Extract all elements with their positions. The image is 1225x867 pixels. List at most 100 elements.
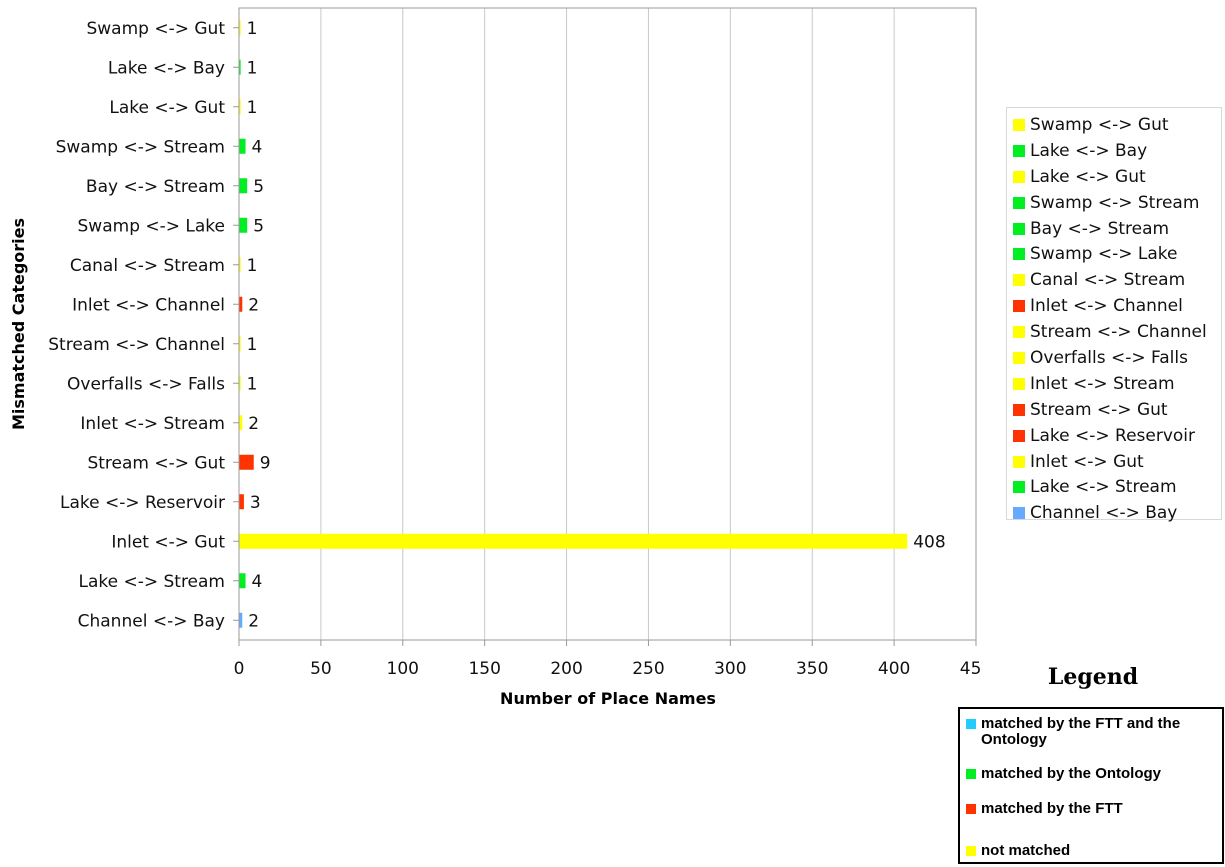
category-label: Stream <-> Channel (48, 335, 225, 355)
category-label: Swamp <-> Gut (86, 19, 225, 39)
x-tick-label: 150 (468, 659, 500, 679)
data-label: 1 (247, 58, 258, 78)
legend-swatch (1013, 481, 1025, 494)
category-label: Lake <-> Reservoir (60, 493, 225, 513)
key-label: not matched (981, 842, 1071, 859)
category-label: Inlet <-> Stream (80, 414, 225, 434)
data-label: 1 (247, 335, 258, 355)
bar-chart: 0 50 100 150 200 250 300 350 400 450 Swamp <-> Gut… (9, 7, 980, 708)
bar (239, 99, 241, 115)
bar (239, 178, 248, 194)
legend-swatch (1013, 351, 1025, 364)
key-entry: matched by the FTT (966, 801, 1221, 817)
category-label: Bay <-> Stream (86, 177, 225, 197)
legend-swatch (1013, 196, 1025, 209)
bar (239, 217, 248, 233)
legend-entry: Inlet <-> Gut (1013, 449, 1221, 475)
data-label: 408 (913, 532, 945, 552)
bar (239, 20, 241, 36)
category-label: Overfalls <-> Falls (67, 374, 225, 394)
key-entry: not matched (966, 843, 1221, 859)
data-label: 2 (248, 295, 259, 315)
category-legend: Swamp <-> Gut Lake <-> Bay Lake <-> Gut Swa… (1006, 107, 1222, 523)
data-label: 4 (252, 137, 263, 157)
plot-frame (238, 7, 977, 641)
legend-label: Inlet <-> Stream (1030, 373, 1175, 394)
legend-swatch (1013, 429, 1025, 442)
x-tick-label: 450 (960, 659, 980, 679)
axes (233, 7, 977, 646)
x-tick-label: 400 (878, 659, 910, 679)
legend-label: Lake <-> Reservoir (1030, 425, 1196, 446)
legend-label: Swamp <-> Lake (1030, 244, 1178, 265)
legend-label: Inlet <-> Channel (1030, 296, 1183, 317)
key-entry: matched by the FTT and the Ontology (966, 716, 1221, 748)
legend-swatch (1013, 300, 1025, 313)
legend-entry: Lake <-> Bay (1013, 138, 1221, 164)
legend-label: Swamp <-> Gut (1030, 114, 1169, 135)
legend-swatch (1013, 403, 1025, 416)
legend-swatch (1013, 507, 1025, 520)
data-label: 4 (252, 572, 263, 592)
key-entry: matched by the Ontology (966, 766, 1221, 782)
legend-swatch (1013, 377, 1025, 390)
legend-label: Lake <-> Gut (1030, 166, 1146, 187)
data-label: 1 (247, 374, 258, 394)
legend-entry: Channel <-> Bay (1013, 500, 1221, 526)
data-label: 5 (253, 177, 264, 197)
legend-label: Canal <-> Stream (1030, 270, 1186, 291)
bar (239, 415, 243, 431)
legend-swatch (1013, 170, 1025, 183)
legend-entry: Lake <-> Stream (1013, 474, 1221, 500)
legend-entry: Swamp <-> Gut (1013, 112, 1221, 138)
legend-swatch (1013, 222, 1025, 235)
x-tick-label: 200 (550, 659, 582, 679)
key-label: matched by the Ontology (981, 765, 1162, 782)
bar (239, 59, 241, 75)
data-label: 1 (247, 98, 258, 118)
key-swatch (966, 769, 976, 779)
category-label: Inlet <-> Channel (72, 295, 225, 315)
category-label: Stream <-> Gut (87, 453, 225, 473)
legend-entry: Inlet <-> Stream (1013, 371, 1221, 397)
y-axis-title: Mismatched Categories (9, 218, 28, 430)
bar (239, 573, 246, 589)
data-label: 5 (253, 216, 264, 236)
x-tick-label: 250 (632, 659, 664, 679)
legend-label: Overfalls <-> Falls (1030, 347, 1188, 368)
legend-entry: Lake <-> Gut (1013, 164, 1221, 190)
legend-label: Lake <-> Bay (1030, 140, 1148, 161)
bar (239, 494, 244, 510)
category-label: Lake <-> Bay (108, 58, 225, 78)
key-title: Legend (1047, 664, 1139, 690)
data-label: 1 (247, 256, 258, 276)
bar (239, 257, 241, 273)
key-label: matched by the FTT and the Ontology (981, 715, 1181, 748)
legend-swatch (1013, 144, 1025, 157)
key-swatch (966, 719, 976, 729)
bar (239, 612, 243, 628)
key-label: matched by the FTT (981, 800, 1123, 817)
category-label: Inlet <-> Gut (111, 532, 225, 552)
bar (239, 454, 254, 470)
category-label: Canal <-> Stream (70, 256, 225, 276)
category-label: Swamp <-> Stream (56, 137, 225, 157)
labels: 0 50 100 150 200 250 300 350 400 450 Swamp <-> Gut… (48, 19, 980, 679)
legend-label: Bay <-> Stream (1030, 218, 1170, 239)
x-tick-label: 350 (796, 659, 828, 679)
legend-label: Stream <-> Channel (1030, 322, 1207, 343)
legend-label: Channel <-> Bay (1030, 503, 1178, 524)
legend-entry: Stream <-> Gut (1013, 397, 1221, 423)
legend-entry: Bay <-> Stream (1013, 216, 1221, 242)
category-label: Channel <-> Bay (78, 611, 225, 631)
legend-entry: Canal <-> Stream (1013, 267, 1221, 293)
legend-entry: Inlet <-> Channel (1013, 293, 1221, 319)
legend-label: Stream <-> Gut (1030, 399, 1168, 420)
bar (239, 336, 241, 352)
category-label: Lake <-> Stream (78, 572, 225, 592)
key-swatch (966, 804, 976, 814)
x-tick-label: 50 (310, 659, 332, 679)
x-axis-title: Number of Place Names (500, 689, 716, 708)
legend-entry: Overfalls <-> Falls (1013, 345, 1221, 371)
legend-swatch (1013, 455, 1025, 468)
